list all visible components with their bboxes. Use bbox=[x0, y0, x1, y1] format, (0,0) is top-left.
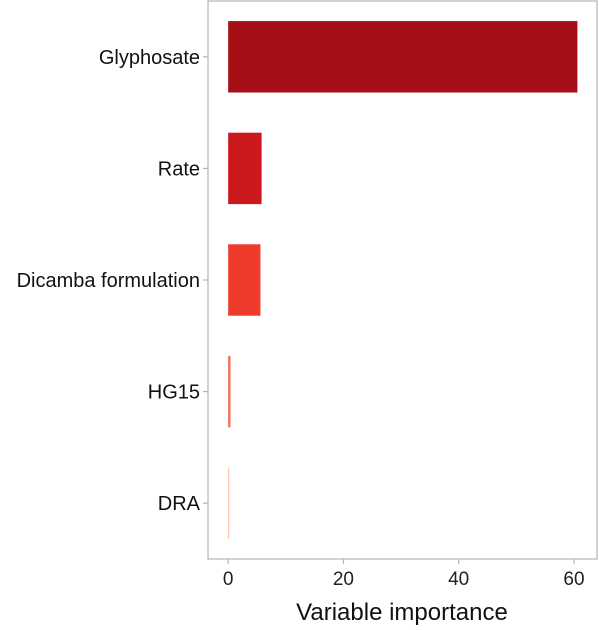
bars-layer bbox=[228, 21, 578, 539]
x-axis-title: Variable importance bbox=[296, 599, 508, 626]
bar-dra bbox=[228, 467, 230, 539]
x-axis-ticks: 0 20 40 60 bbox=[223, 559, 585, 590]
x-tick-label: 60 bbox=[563, 569, 584, 590]
category-label: HG15 bbox=[148, 382, 200, 404]
category-labels: Glyphosate Rate Dicamba formulation HG15 DRA bbox=[17, 47, 201, 515]
bar-rate bbox=[228, 132, 262, 205]
plot-panel bbox=[207, 0, 598, 560]
bar-dicamba-formulation bbox=[228, 244, 261, 316]
bar-glyphosate bbox=[228, 21, 578, 93]
x-tick-label: 20 bbox=[333, 569, 354, 590]
category-label: Glyphosate bbox=[99, 47, 200, 69]
category-label: DRA bbox=[158, 493, 201, 515]
x-tick-label: 0 bbox=[223, 569, 234, 590]
x-tick-label: 40 bbox=[448, 569, 469, 590]
category-label: Dicamba formulation bbox=[17, 270, 200, 292]
category-label: Rate bbox=[158, 158, 200, 180]
y-axis-ticks bbox=[203, 56, 208, 504]
bar-hg15 bbox=[228, 355, 231, 428]
